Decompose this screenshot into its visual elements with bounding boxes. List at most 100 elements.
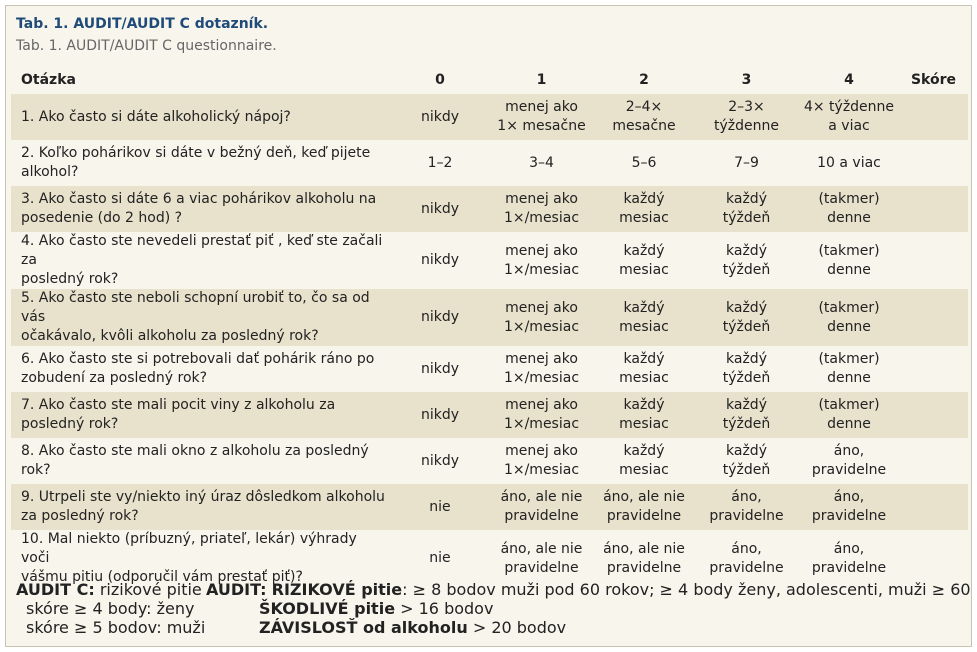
score-cell [899,140,968,186]
table-subtitle: Tab. 1. AUDIT/AUDIT C questionnaire. [16,38,277,54]
question-cell: 1. Ako často si dáte alkoholický nápoj? [11,94,391,140]
score-cell [899,94,968,140]
table-row: 3. Ako často si dáte 6 a viac pohárikov … [11,186,968,232]
answer-cell: áno, ale nie pravidelne [594,484,694,530]
audit-table: Otázka 0 1 2 3 4 Skóre 1. Ako často si dáte al… [11,66,968,587]
answer-cell: menej ako 1× mesačne [489,94,594,140]
auditc-label: AUDIT C: [16,580,95,599]
answer-cell: áno, ale nie pravidelne [489,530,594,587]
answer-cell: áno, pravidelne [799,530,899,587]
question-cell: 5. Ako často ste neboli schopní urobiť t… [11,289,391,346]
answer-cell: každý týždeň [694,346,799,392]
table-row: 6. Ako často ste si potrebovali dať pohá… [11,346,968,392]
answer-cell: každý mesiac [594,289,694,346]
audit-label: AUDIT: [206,580,267,599]
answer-cell: 2–4× mesačne [594,94,694,140]
risk-label: RIZIKOVÉ pitie [271,580,403,599]
answer-cell: menej ako 1×/mesiac [489,186,594,232]
header-cell: Skóre [910,72,957,88]
table-row: 1. Ako často si dáte alkoholický nápoj? n… [11,94,968,140]
answer-cell: každý mesiac [594,186,694,232]
header-row: Otázka 0 1 2 3 4 Skóre [11,66,968,94]
audit-legend: AUDIT: RIZIKOVÉ pitie: ≥ 8 bodov muži po… [206,580,977,637]
answer-cell: každý týždeň [694,186,799,232]
answer-cell: menej ako 1×/mesiac [489,346,594,392]
answer-cell: každý týždeň [694,392,799,438]
answer-cell: 7–9 [694,140,799,186]
question-cell: 2. Koľko pohárikov si dáte v bežný deň, … [11,140,391,186]
question-cell: 4. Ako často ste nevedeli prestať piť , … [11,232,391,289]
question-cell: 3. Ako často si dáte 6 a viac pohárikov … [11,186,391,232]
question-cell: 6. Ako často ste si potrebovali dať pohá… [11,346,391,392]
score-cell [899,438,968,484]
answer-cell: menej ako 1×/mesiac [489,438,594,484]
answer-cell: (takmer) denne [799,392,899,438]
answer-cell: áno, ale nie pravidelne [489,484,594,530]
answer-cell: 3–4 [489,140,594,186]
score-cell [899,232,968,289]
answer-cell: áno, pravidelne [694,484,799,530]
auditc-line2: skóre ≥ 4 body: ženy [26,599,195,618]
table-row: 10. Mal niekto (príbuzný, priateľ, lekár… [11,530,968,587]
header-cell: 1 [536,72,547,88]
table-panel: Tab. 1. AUDIT/AUDIT C dotazník. Tab. 1. … [5,5,977,647]
answer-cell: 2–3× týždenne [694,94,799,140]
header-cell: Otázka [21,72,76,88]
header-cell: 2 [639,72,649,88]
answer-cell: každý týždeň [694,232,799,289]
answer-cell: nikdy [391,346,489,392]
answer-cell: menej ako 1×/mesiac [489,289,594,346]
harm-label: ŠKODLIVÉ pitie [259,599,396,618]
table-row: 7. Ako často ste mali pocit viny z alkoh… [11,392,968,438]
question-cell: 8. Ako často ste mali okno z alkoholu za… [11,438,391,484]
table-title: Tab. 1. AUDIT/AUDIT C dotazník. [16,16,269,32]
answer-cell: áno, pravidelne [694,530,799,587]
score-cell [899,346,968,392]
answer-cell: (takmer) denne [799,232,899,289]
score-cell [899,392,968,438]
answer-cell: každý týždeň [694,289,799,346]
question-cell: 7. Ako často ste mali pocit viny z alkoh… [11,392,391,438]
dep-label: ZÁVISLOSŤ od alkoholu [259,618,468,637]
answer-cell: nikdy [391,94,489,140]
auditc-legend: AUDIT C: rizikové pitie skóre ≥ 4 body: … [16,580,216,637]
score-cell [899,530,968,587]
header-cell: 4 [844,72,854,88]
table-row: 2. Koľko pohárikov si dáte v bežný deň, … [11,140,968,186]
answer-cell: menej ako 1×/mesiac [489,232,594,289]
answer-cell: 5–6 [594,140,694,186]
answer-cell: každý mesiac [594,392,694,438]
answer-cell: 1–2 [391,140,489,186]
answer-cell: každý mesiac [594,438,694,484]
answer-cell: nikdy [391,438,489,484]
answer-cell: (takmer) denne [799,346,899,392]
table-row: 8. Ako často ste mali okno z alkoholu za… [11,438,968,484]
score-cell [899,484,968,530]
answer-cell: áno, pravidelne [799,438,899,484]
dep-text: > 20 bodov [467,618,567,637]
question-cell: 9. Utrpeli ste vy/niekto iný úraz dôsled… [11,484,391,530]
answer-cell: (takmer) denne [799,289,899,346]
answer-cell: nikdy [391,289,489,346]
answer-cell: každý týždeň [694,438,799,484]
answer-cell: áno, pravidelne [799,484,899,530]
answer-cell: každý mesiac [594,346,694,392]
header-cell: 0 [435,72,445,88]
harm-text: > 16 bodov [395,599,494,618]
answer-cell: každý mesiac [594,232,694,289]
header-cell: 3 [741,72,752,88]
table-row: 4. Ako často ste nevedeli prestať piť , … [11,232,968,289]
answer-cell: nikdy [391,186,489,232]
question-cell: 10. Mal niekto (príbuzný, priateľ, lekár… [11,530,391,587]
auditc-text: rizikové pitie [94,580,202,599]
answer-cell: (takmer) denne [799,186,899,232]
table-row: 9. Utrpeli ste vy/niekto iný úraz dôsled… [11,484,968,530]
score-cell [899,186,968,232]
answer-cell: 4× týždenne a viac [799,94,899,140]
table-row: 5. Ako často ste neboli schopní urobiť t… [11,289,968,346]
answer-cell: menej ako 1×/mesiac [489,392,594,438]
answer-cell: nie [391,530,489,587]
answer-cell: nikdy [391,392,489,438]
answer-cell: 10 a viac [799,140,899,186]
risk-text: : ≥ 8 bodov muži pod 60 rokov; ≥ 4 body … [402,580,977,599]
